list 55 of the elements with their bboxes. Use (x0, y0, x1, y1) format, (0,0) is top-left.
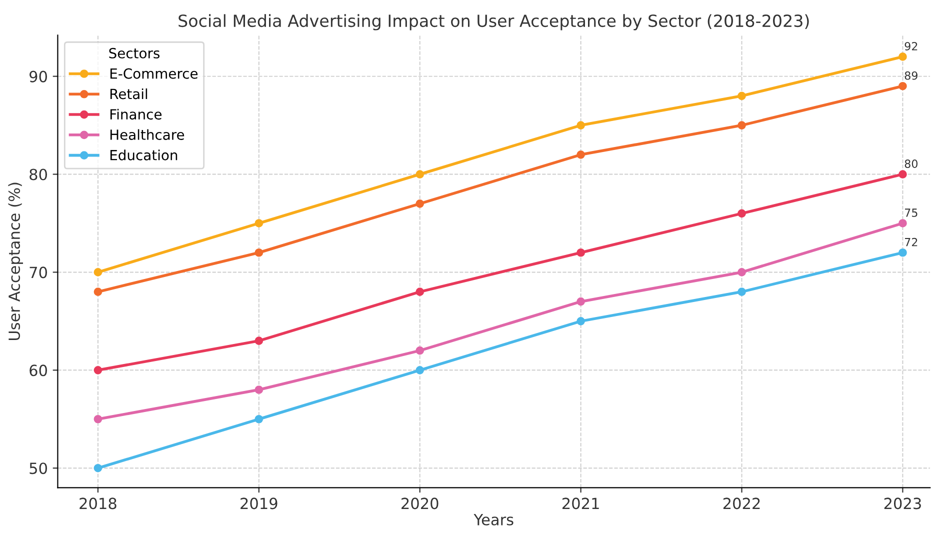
legend-label: E-Commerce (110, 68, 198, 79)
point (898, 248, 907, 257)
data-label: 89 (904, 71, 918, 80)
x-tick-label: 2023 (884, 498, 921, 510)
data-label: 75 (905, 208, 918, 217)
x-tick-label: 2020 (402, 498, 438, 510)
point (576, 121, 585, 130)
point (416, 170, 424, 178)
point (738, 92, 746, 100)
point (254, 248, 264, 257)
x-tick-label: 2021 (562, 498, 599, 510)
chart-title: Social Media Advertising Impact on User Acceptance by Sector (2018-2023) (178, 14, 809, 30)
point (898, 82, 907, 90)
y-tick-label: 60 (30, 364, 47, 376)
data-label: 80 (904, 160, 918, 168)
legend-label: Healthcare (110, 129, 184, 140)
point (738, 121, 746, 130)
y-axis-title: User Acceptance (%) (8, 182, 24, 340)
point (738, 209, 746, 218)
data-label: 72 (905, 238, 918, 246)
legend-label: Retail (110, 88, 148, 100)
y-tick-label: 70 (30, 266, 47, 278)
legend-title: Sectors (109, 48, 160, 58)
x-tick-label: 2018 (80, 498, 116, 510)
point (254, 219, 264, 228)
point (576, 248, 585, 257)
point (416, 366, 424, 374)
point (738, 288, 746, 296)
point (94, 414, 102, 424)
point (898, 52, 907, 61)
point (576, 317, 585, 326)
point (576, 150, 585, 159)
y-tick-label: 80 (30, 168, 47, 180)
x-axis-title: Years (474, 514, 514, 526)
point (416, 199, 424, 208)
point (94, 464, 102, 472)
point (254, 386, 264, 394)
point (94, 268, 102, 276)
point (94, 366, 102, 374)
point (94, 288, 102, 296)
point (576, 297, 585, 306)
point (898, 170, 907, 178)
y-tick-label: 50 (30, 462, 47, 474)
point (416, 288, 424, 296)
y-tick-label: 90 (30, 70, 47, 82)
point (416, 346, 424, 355)
x-tick-label: 2022 (723, 498, 760, 510)
data-label: 92 (904, 42, 918, 50)
point (254, 414, 264, 424)
x-tick-label: 2019 (240, 498, 278, 510)
point (738, 268, 746, 276)
legend-label: Finance (110, 108, 162, 120)
legend-label: Education (110, 150, 178, 160)
point (254, 336, 264, 345)
point (898, 219, 907, 228)
